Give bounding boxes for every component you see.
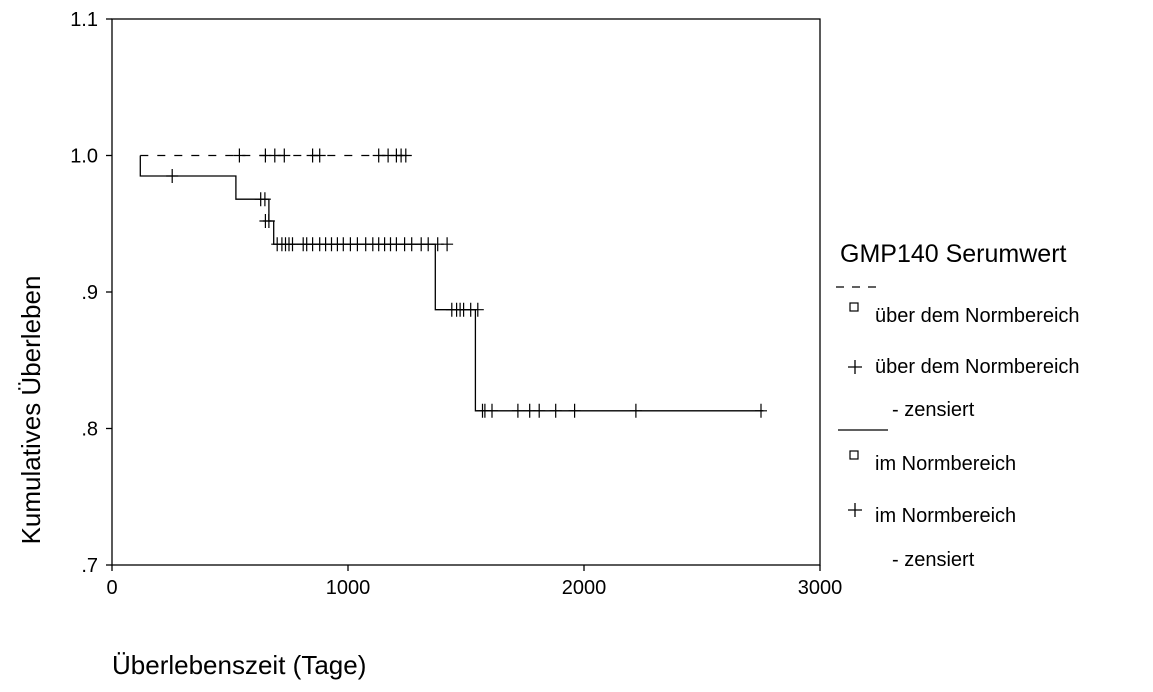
legend-plus-marker [848,503,862,517]
legend-entry-3-label: im Normbereich [875,453,1016,475]
x-tick-label: 3000 [798,577,843,599]
y-axis-title: Kumulatives Überleben [16,276,46,545]
y-tick-label: .8 [81,419,98,441]
legend-entry-4-label: im Normbereich [875,505,1016,527]
series-2-censor-mark [441,237,454,252]
series-2-censor-mark [471,302,484,317]
legend-entry-1-label: über dem Normbereich [875,305,1080,327]
y-tick-label: .9 [81,282,98,304]
series-2-step-line [139,155,764,412]
legend-entry-2-label: über dem Normbereich [875,356,1080,378]
legend-square-marker [849,302,859,312]
y-tick-label: .7 [81,555,98,577]
series-layer [139,148,767,418]
x-tick-label: 0 [106,577,117,599]
series-2-censor-mark [755,403,767,418]
x-tick-label: 1000 [326,577,371,599]
series-2-censor-mark [262,214,275,228]
series-1-censor-mark [399,148,412,163]
legend-plus-marker [848,360,862,374]
series-2-censor-mark [166,169,179,183]
series-2-censor-mark [286,237,299,252]
legend-entry-4-label-suffix: - zensiert [892,549,975,571]
x-tick-label: 2000 [562,577,607,599]
legend: GMP140 Serumwert über dem Normbereich üb… [836,240,1080,571]
legend-title: GMP140 Serumwert [840,240,1067,268]
series-2-censor-mark [511,403,524,418]
series-2-censor-mark [629,403,642,418]
legend-entry-2-label-suffix: - zensiert [892,399,975,421]
series-2-censor-mark [486,403,498,418]
legend-square-marker [849,450,859,460]
y-tick-label: 1.1 [70,9,98,31]
series-1-censor-mark [313,148,326,163]
plot-frame [111,18,821,566]
series-2-censor-mark [533,403,546,418]
series-2-censor-mark [568,403,581,418]
series-2-censor-mark [258,192,271,207]
x-axis-title: Überlebenszeit (Tage) [112,650,366,680]
axis-ticks: 0 1000 2000 3000 .7 .8 .9 1.0 1.1 [70,9,842,599]
series-2-censor-mark [549,403,562,418]
series-1-censor-mark [233,148,246,163]
y-tick-label: 1.0 [70,146,98,168]
series-1-censor-mark [278,148,291,163]
